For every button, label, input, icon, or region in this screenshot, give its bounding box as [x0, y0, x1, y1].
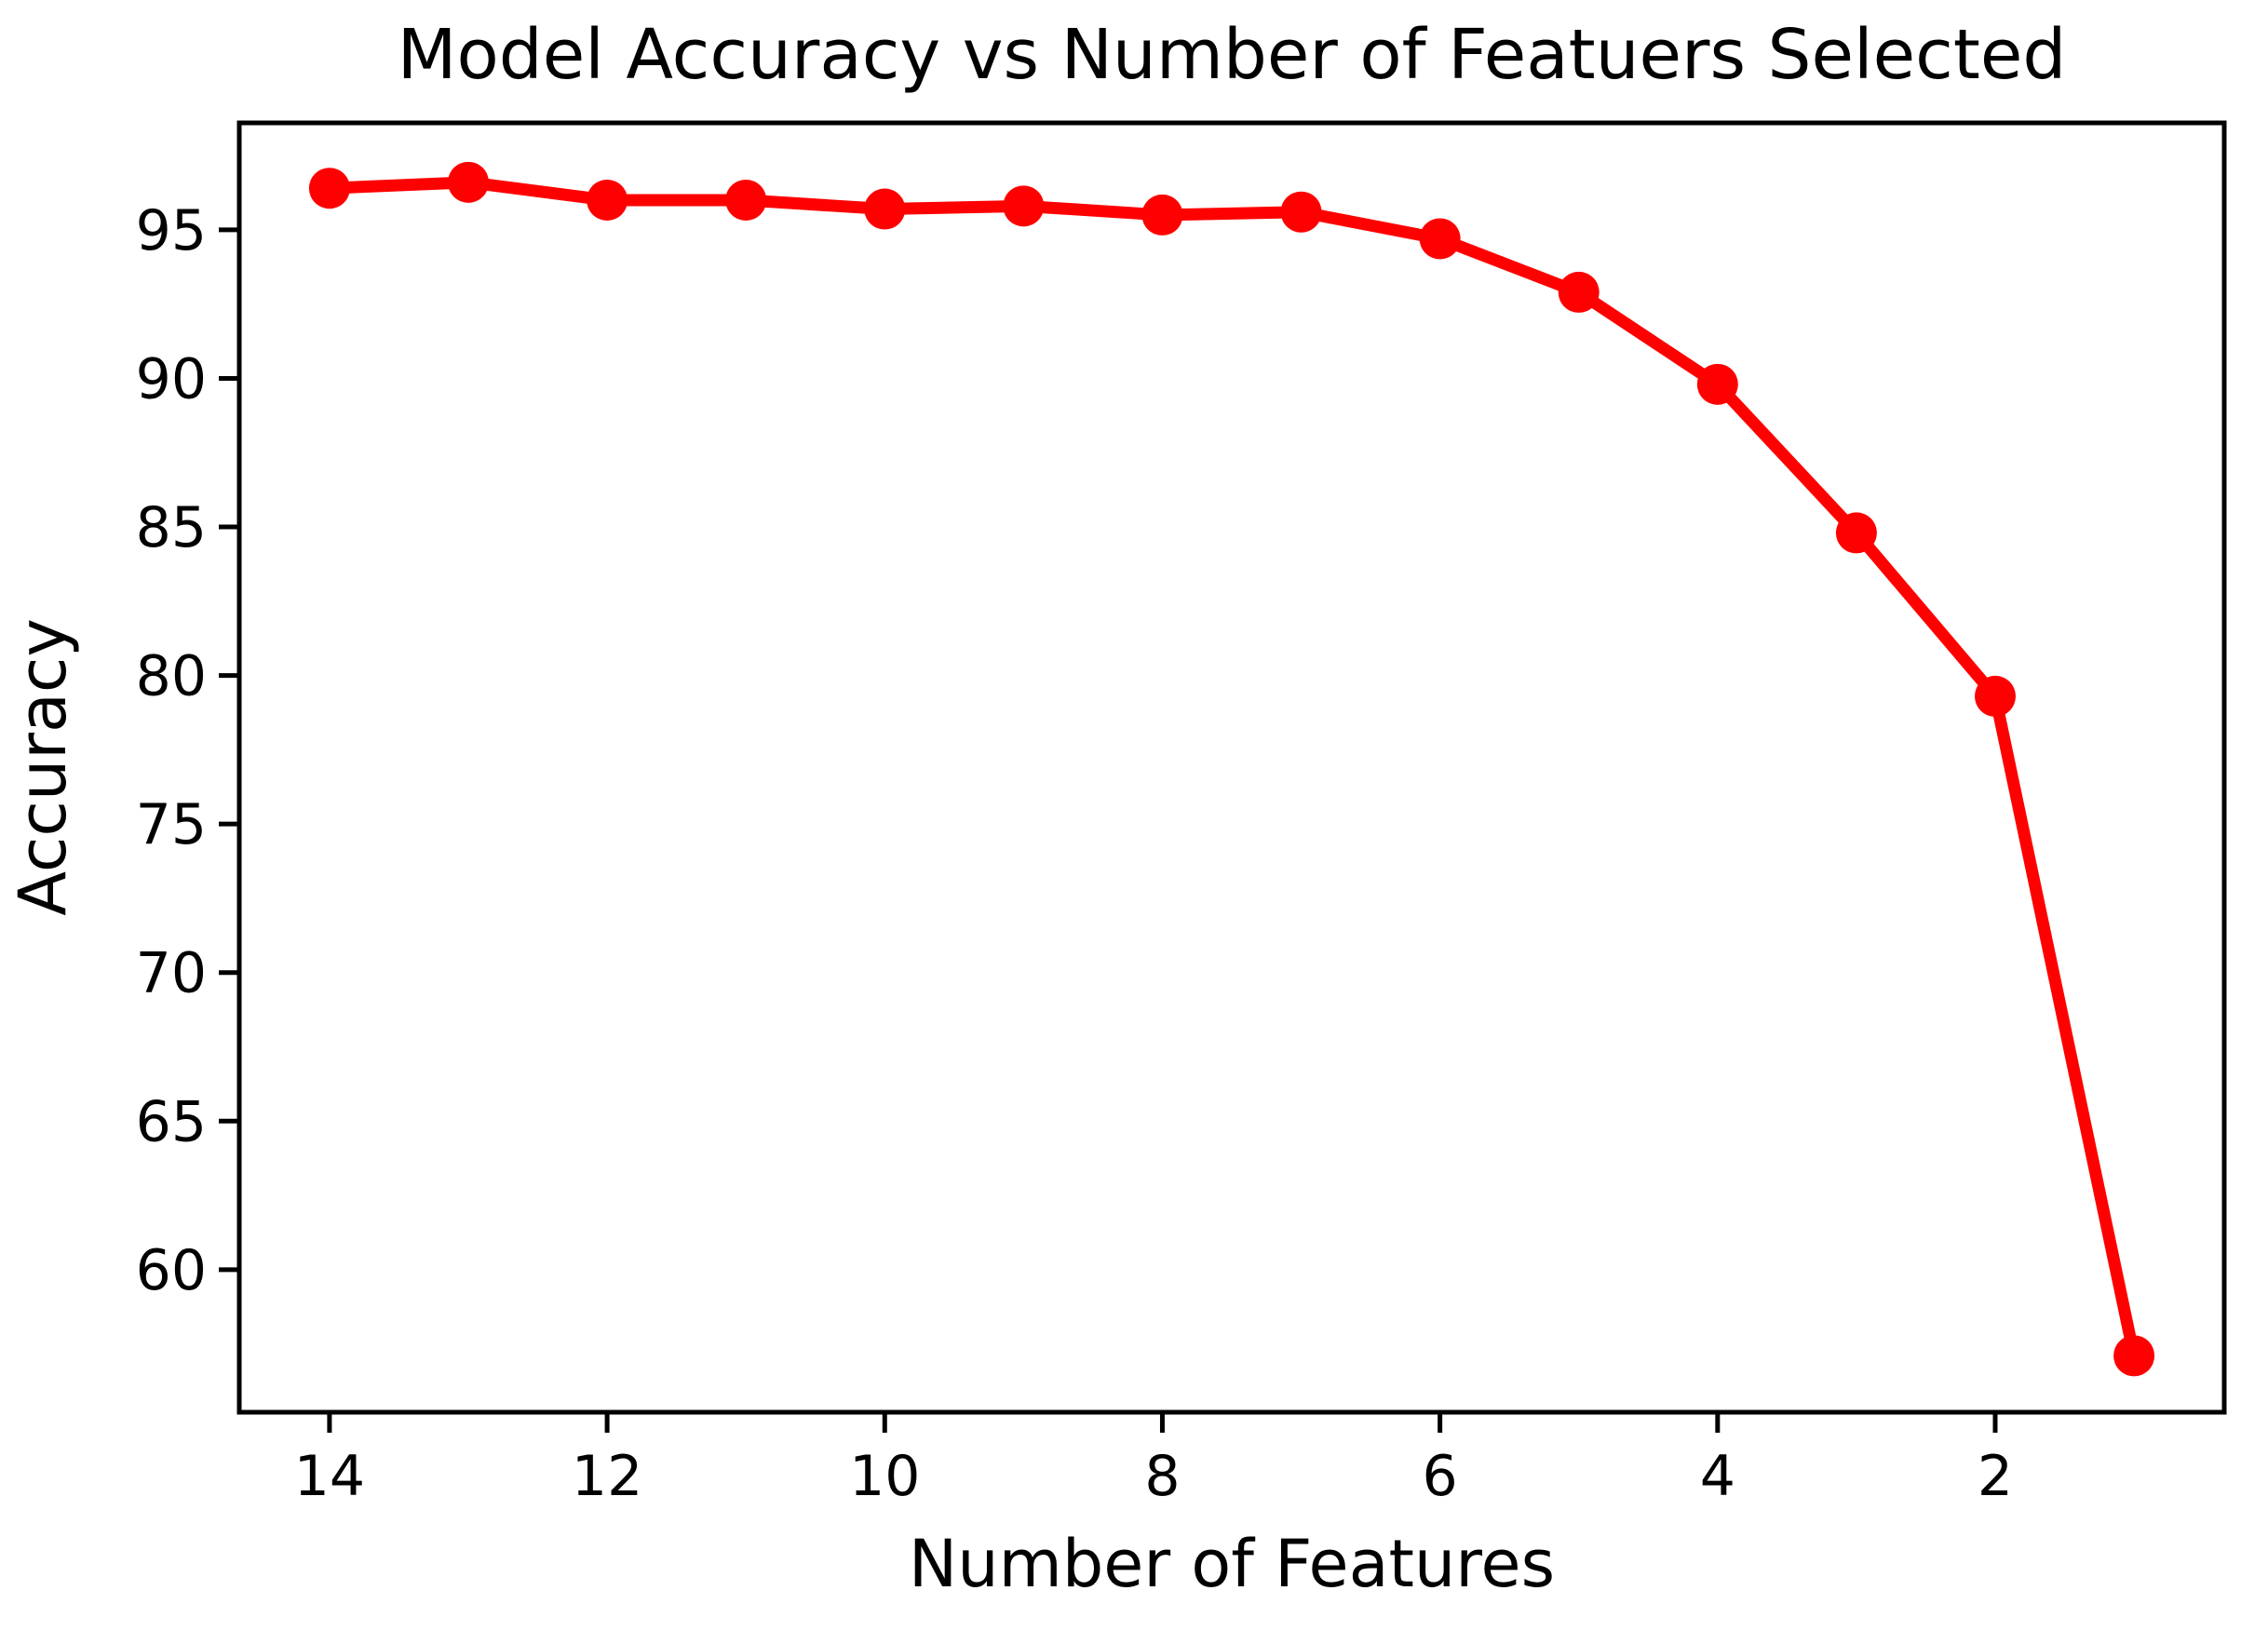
data-point	[448, 161, 489, 203]
data-point	[308, 168, 350, 209]
data-point	[1975, 675, 2016, 717]
y-axis-label: Accuracy	[5, 618, 81, 916]
data-point	[2113, 1335, 2155, 1377]
data-point	[1280, 191, 1322, 233]
chart-title: Model Accuracy vs Number of Featuers Sel…	[398, 15, 2067, 95]
data-point	[1558, 271, 1600, 313]
data-point	[864, 188, 906, 230]
data-line	[323, 176, 2140, 1362]
x-tick-label: 8	[1144, 1444, 1180, 1509]
data-point	[1835, 512, 1877, 554]
x-tick-label: 6	[1423, 1444, 1458, 1509]
y-tick-label: 95	[136, 198, 207, 263]
data-point	[1696, 363, 1738, 405]
y-tick-label: 80	[136, 644, 207, 709]
data-point	[725, 179, 767, 221]
y-tick-label: 70	[136, 941, 207, 1006]
x-tick-label: 12	[572, 1444, 642, 1509]
plot-area-frame	[236, 120, 2227, 1415]
x-tick-label: 10	[849, 1444, 920, 1509]
y-tick-label: 75	[136, 792, 207, 857]
x-axis-label: Number of Features	[909, 1526, 1555, 1602]
data-point	[1419, 218, 1461, 260]
y-tick-label: 85	[136, 495, 207, 560]
data-point	[1003, 185, 1045, 227]
y-tick-label: 65	[136, 1089, 207, 1154]
data-point	[1141, 194, 1183, 236]
x-tick-label: 14	[294, 1444, 365, 1509]
y-tick-label: 90	[136, 346, 207, 411]
y-tick-label: 60	[136, 1238, 207, 1303]
x-tick-label: 2	[1978, 1444, 2013, 1509]
data-point	[587, 179, 628, 221]
x-tick-label: 4	[1700, 1444, 1735, 1509]
